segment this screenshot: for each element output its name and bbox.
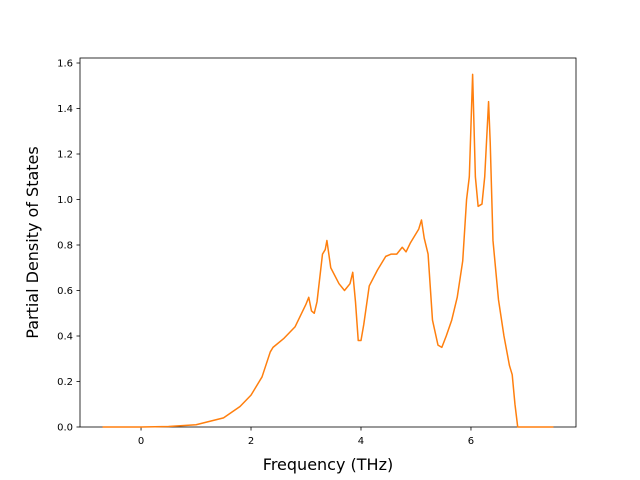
y-tick-label: 0.6 — [57, 286, 73, 297]
y-tick-label: 1.0 — [57, 195, 73, 206]
y-axis-label: Partial Density of States — [23, 146, 42, 338]
y-tick-label: 0.2 — [57, 377, 73, 388]
y-tick-label: 0.8 — [57, 241, 73, 252]
y-tick-label: 1.2 — [57, 150, 73, 161]
x-tick-label: 0 — [138, 436, 144, 447]
y-tick-label: 1.4 — [57, 104, 73, 115]
x-tick-label: 6 — [468, 436, 474, 447]
plot-frame — [79, 57, 577, 428]
x-tick-label: 2 — [248, 436, 254, 447]
y-tick-label: 1.6 — [57, 59, 73, 70]
y-tick-label: 0.4 — [57, 332, 73, 343]
x-axis-label: Frequency (THz) — [263, 455, 393, 474]
x-tick-label: 4 — [358, 436, 364, 447]
y-tick-label: 0.0 — [57, 423, 73, 434]
line-series — [102, 73, 554, 428]
